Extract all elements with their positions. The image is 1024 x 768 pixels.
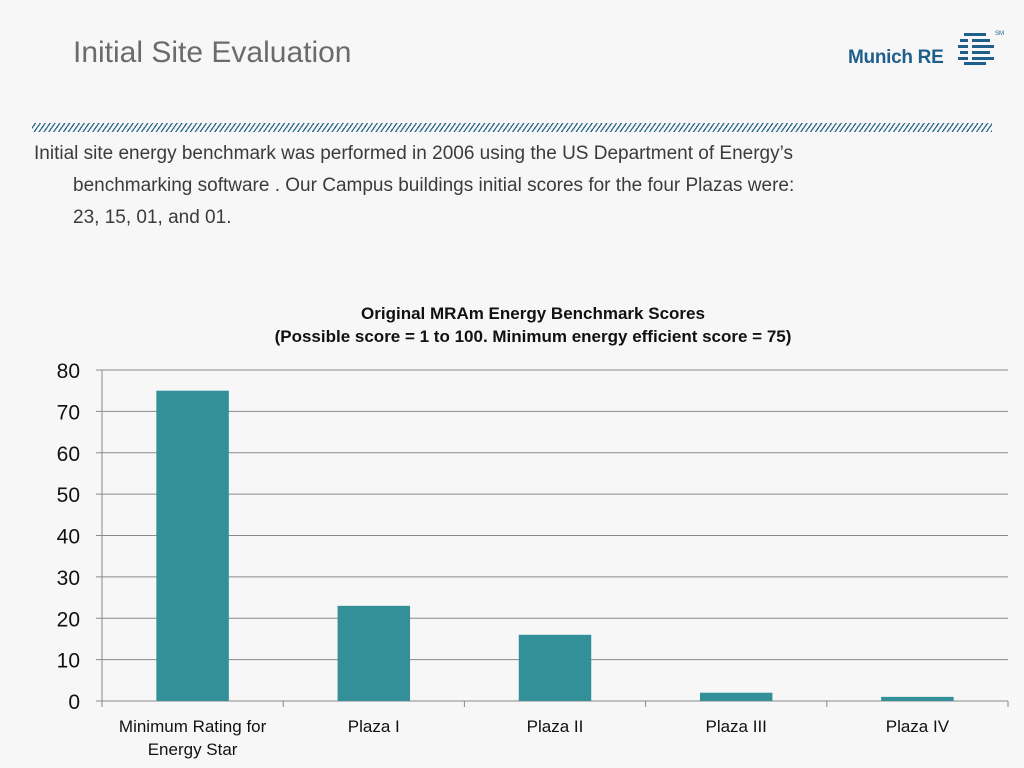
x-tick-label: Plaza III [705,717,766,736]
logo-text: Munich RE [848,47,944,68]
intro-line: benchmarking software . Our Campus build… [73,175,795,196]
intro-line: Initial site energy benchmark was perfor… [34,143,793,164]
x-tick-label: Plaza II [527,717,584,736]
y-tick-label: 30 [57,567,80,590]
chart-title-line: Original MRAm Energy Benchmark Scores [361,304,705,323]
y-tick-label: 20 [57,608,80,631]
bar [881,696,954,701]
intro-line: 23, 15, 01, and 01. [73,207,232,228]
x-tick-label: Plaza I [348,717,400,736]
hatched-divider [32,123,992,132]
y-tick-label: 40 [57,526,80,549]
y-tick-label: 50 [57,484,80,507]
bar-chart: 0 10 20 30 40 50 60 70 80 Minimum Rating for Energ… [57,360,1009,759]
bar [699,692,773,701]
bar [156,390,229,701]
page-title: Initial Site Evaluation [73,36,352,69]
bar [518,634,592,701]
logo-service-mark: SM [995,31,1004,37]
x-tick-label: Minimum Rating for Energy Star [119,717,267,759]
munich-re-mark-icon [958,33,994,65]
x-tick-label: Plaza IV [886,717,950,736]
chart-subtitle-line: (Possible score = 1 to 100. Minimum ener… [274,327,792,346]
bar [337,605,411,701]
y-tick-label: 70 [57,401,80,424]
chart-title: Original MRAm Energy Benchmark Scores (P… [100,302,966,348]
y-tick-label: 0 [68,691,80,714]
munich-re-logo: Munich RE SM [848,30,1004,70]
intro-paragraph: Initial site energy benchmark was perfor… [34,138,964,234]
y-tick-label: 10 [57,650,80,673]
y-tick-label: 80 [57,360,80,383]
y-tick-label: 60 [57,443,80,466]
